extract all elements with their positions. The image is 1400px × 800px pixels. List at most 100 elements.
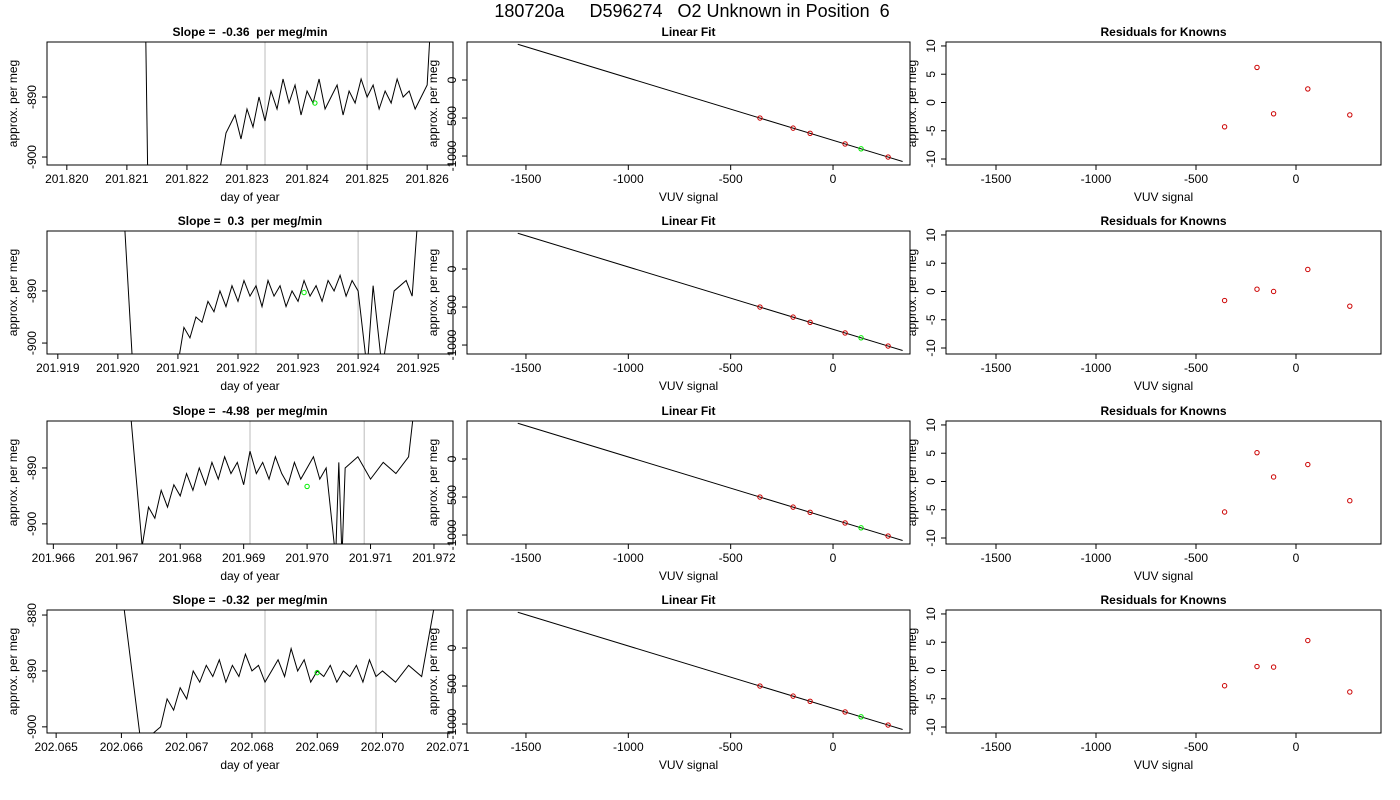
panel: Linear Fit VUV signal approx. per meg -1500… <box>426 404 911 583</box>
panel: Slope = -0.36 per meg/min day of year appr… <box>6 25 454 204</box>
data-point <box>1305 637 1311 644</box>
y-axis-label: approx. per meg <box>905 249 919 336</box>
fit-line <box>517 611 903 730</box>
y-tick-label: 0 <box>924 667 938 674</box>
y-tick-label: 10 <box>924 228 938 242</box>
panel: Residuals for Knowns VUV signal approx. pe… <box>905 404 1382 583</box>
y-tick-label: -500 <box>445 485 459 509</box>
data-point <box>757 494 763 500</box>
data-point <box>312 100 318 106</box>
data-point <box>1221 297 1228 304</box>
y-tick-label: -500 <box>445 106 459 130</box>
x-tick-label: -500 <box>1184 740 1208 754</box>
data-point <box>1221 509 1228 515</box>
x-tick-label: -500 <box>719 361 743 375</box>
y-tick-label: -10 <box>924 150 938 168</box>
data-point <box>1221 124 1228 130</box>
x-axis-label: day of year <box>220 379 279 393</box>
y-tick-label: 0 <box>924 478 938 485</box>
panel: Residuals for Knowns VUV signal approx. pe… <box>905 593 1382 772</box>
x-tick-label: 0 <box>1293 172 1300 186</box>
y-tick-label: 10 <box>924 39 938 53</box>
panel-title: Linear Fit <box>661 404 715 418</box>
plot-frame <box>46 230 454 355</box>
plot-area <box>1221 637 1353 695</box>
plot-area <box>517 422 903 541</box>
x-tick-label: 201.968 <box>159 551 203 565</box>
x-tick-label: 201.919 <box>36 361 80 375</box>
y-tick-label: -5 <box>924 314 938 325</box>
y-tick-label: -890 <box>25 85 39 109</box>
panel: Linear Fit VUV signal approx. per meg -1500… <box>426 593 911 772</box>
y-tick-label: -900 <box>25 331 39 355</box>
x-axis-label: VUV signal <box>659 758 718 772</box>
plot-frame <box>466 420 911 545</box>
panel-title: Residuals for Knowns <box>1100 593 1226 607</box>
plot-frame <box>945 41 1382 166</box>
data-line <box>123 610 435 733</box>
plot-frame <box>466 230 911 355</box>
x-tick-label: -1000 <box>613 551 644 565</box>
x-tick-label: 202.066 <box>100 740 144 754</box>
y-tick-label: 5 <box>924 71 938 78</box>
y-tick-label: -10 <box>924 718 938 736</box>
y-axis-label: approx. per meg <box>6 628 20 715</box>
y-tick-label: -880 <box>25 603 39 627</box>
fit-line <box>517 422 903 541</box>
panel: Linear Fit VUV signal approx. per meg -1500… <box>426 25 911 204</box>
x-tick-label: -500 <box>1184 361 1208 375</box>
y-tick-label: -5 <box>924 693 938 704</box>
panel-title: Residuals for Knowns <box>1100 214 1226 228</box>
y-tick-label: -1000 <box>445 329 459 360</box>
plot-frame <box>46 420 454 545</box>
panel: Slope = 0.3 per meg/min day of year approx… <box>6 214 454 393</box>
plot-frame <box>945 609 1382 734</box>
x-tick-label: 202.065 <box>34 740 78 754</box>
panel: Residuals for Knowns VUV signal approx. pe… <box>905 25 1382 204</box>
data-point <box>790 504 796 510</box>
x-tick-label: 201.826 <box>405 172 449 186</box>
x-tick-label: 201.924 <box>336 361 380 375</box>
x-tick-label: 202.067 <box>165 740 209 754</box>
x-tick-label: -1500 <box>511 740 542 754</box>
y-tick-label: 5 <box>924 639 938 646</box>
data-point <box>1270 111 1277 117</box>
x-tick-label: -1000 <box>613 172 644 186</box>
y-tick-label: -500 <box>445 674 459 698</box>
x-tick-label: -1000 <box>1081 361 1112 375</box>
y-tick-label: -1000 <box>445 708 459 739</box>
plot-area <box>1221 64 1353 130</box>
data-point <box>885 343 891 349</box>
y-tick-label: -890 <box>25 659 39 683</box>
data-point <box>1221 683 1228 689</box>
y-tick-label: -500 <box>445 295 459 319</box>
plot-frame <box>945 230 1382 355</box>
panel-title: Residuals for Knowns <box>1100 404 1226 418</box>
y-axis-label: approx. per meg <box>905 628 919 715</box>
y-tick-label: -890 <box>25 279 39 303</box>
y-tick-label: -900 <box>25 512 39 536</box>
x-tick-label: -1500 <box>511 361 542 375</box>
y-tick-label: 0 <box>445 644 459 651</box>
x-tick-label: -1500 <box>511 172 542 186</box>
x-tick-label: 0 <box>830 740 837 754</box>
x-tick-label: 201.967 <box>95 551 139 565</box>
data-point <box>842 520 848 526</box>
x-axis-label: VUV signal <box>1134 758 1193 772</box>
data-point <box>1270 288 1277 295</box>
x-tick-label: 201.822 <box>165 172 209 186</box>
y-axis-label: approx. per meg <box>905 60 919 147</box>
data-point <box>1254 449 1260 456</box>
y-axis-label: approx. per meg <box>905 439 919 526</box>
x-tick-label: 201.972 <box>412 551 456 565</box>
data-point <box>301 289 307 296</box>
x-tick-label: -1000 <box>1081 740 1112 754</box>
y-tick-label: 5 <box>924 260 938 267</box>
x-axis-label: VUV signal <box>1134 190 1193 204</box>
y-tick-label: 0 <box>445 76 459 83</box>
x-tick-label: -1000 <box>1081 551 1112 565</box>
y-tick-label: -890 <box>25 456 39 480</box>
y-tick-label: -10 <box>924 529 938 547</box>
x-tick-label: 202.069 <box>296 740 340 754</box>
x-tick-label: 0 <box>1293 740 1300 754</box>
